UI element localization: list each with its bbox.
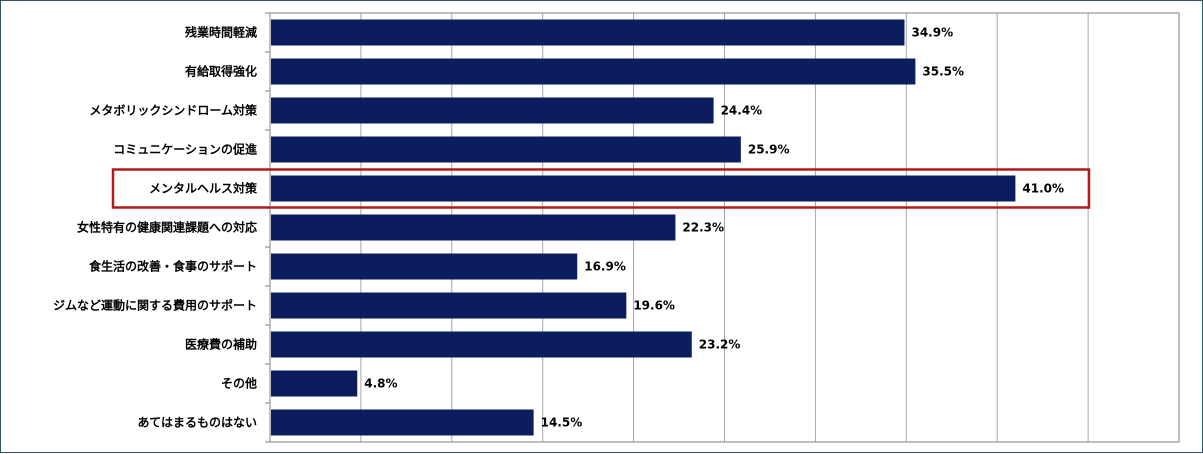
category-label: 有給取得強化 <box>185 64 257 79</box>
bar <box>271 19 905 46</box>
data-label: 22.3% <box>682 221 724 235</box>
bar <box>271 58 916 85</box>
data-label: 19.6% <box>633 299 675 313</box>
data-label: 34.9% <box>911 26 953 40</box>
category-label: メタボリックシンドローム対策 <box>89 103 258 118</box>
data-label: 35.5% <box>922 65 964 79</box>
category-label: 食生活の改善・食事のサポート <box>88 259 257 274</box>
highlight-box <box>111 168 1091 209</box>
data-label: 41.0% <box>1022 182 1064 196</box>
labels: 残業時間軽減 34.9% 有給取得強化 35.5% メタボリックシンドローム対策 24.4… <box>53 25 1064 430</box>
category-label: あてはまるものはない <box>137 416 257 430</box>
bar <box>271 97 714 124</box>
category-label: ジムなど運動に関する費用のサポート <box>53 298 257 313</box>
highlight-layer <box>111 168 1091 209</box>
category-label: メンタルヘルス対策 <box>149 181 258 196</box>
data-label: 23.2% <box>699 338 741 352</box>
bar <box>271 331 692 358</box>
data-label: 14.5% <box>541 416 583 430</box>
bar <box>271 175 1016 202</box>
data-label: 16.9% <box>584 260 626 274</box>
category-label: その他 <box>221 376 257 391</box>
bars <box>271 19 1016 436</box>
category-label: 女性特有の健康関連課題への対応 <box>77 220 257 235</box>
bar <box>271 370 358 397</box>
bar <box>271 409 534 436</box>
bar <box>271 292 627 319</box>
bar <box>271 253 578 280</box>
data-label: 4.8% <box>364 377 397 391</box>
category-label: コミュニケーションの促進 <box>113 142 258 157</box>
category-label: 医療費の補助 <box>185 337 257 352</box>
category-label: 残業時間軽減 <box>185 25 257 40</box>
bar <box>271 136 741 163</box>
plot-border <box>269 12 1180 443</box>
bar <box>271 214 676 241</box>
data-label: 24.4% <box>721 104 763 118</box>
data-label: 25.9% <box>748 143 790 157</box>
